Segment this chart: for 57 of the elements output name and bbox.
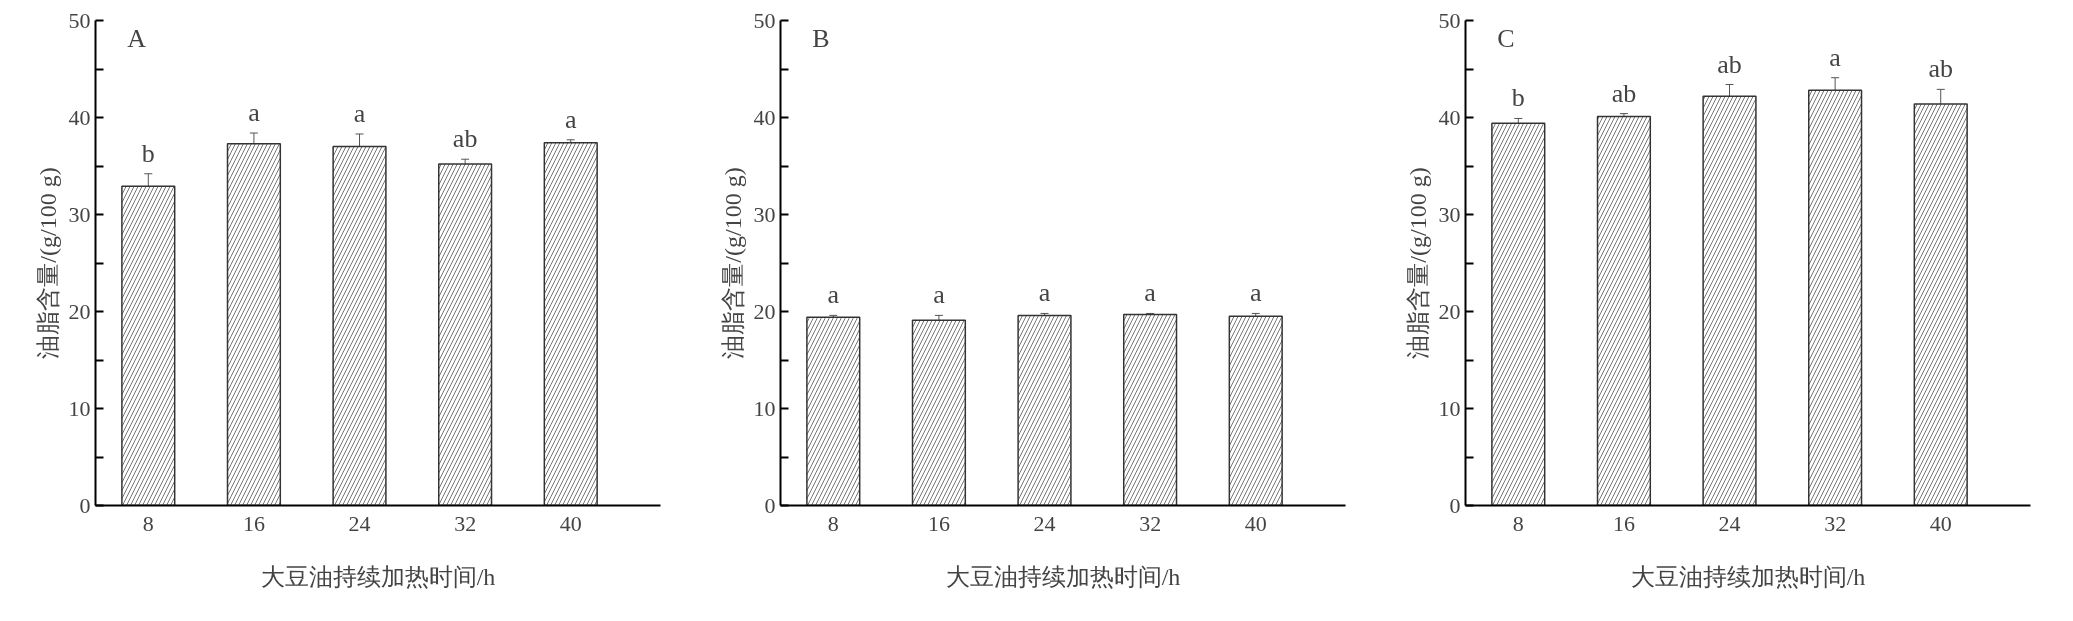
x-tick-label: 40 — [1244, 510, 1267, 536]
annotation: b — [141, 138, 155, 168]
annotation: a — [1144, 278, 1157, 308]
y-tick-label: 50 — [1438, 7, 1461, 33]
x-tick-label: 8 — [827, 510, 839, 536]
annotation: ab — [452, 124, 478, 154]
annotation: ab — [1611, 78, 1637, 108]
chart-title: C — [1497, 23, 1515, 53]
x-tick-label: 16 — [242, 510, 265, 536]
x-tick-label: 40 — [559, 510, 582, 536]
y-tick-label: 40 — [753, 104, 776, 130]
y-axis-title: 油脂含量/(g/100 g) — [719, 167, 746, 359]
y-tick-label: 10 — [1438, 395, 1461, 421]
x-tick-label: 40 — [1929, 510, 1952, 536]
annotation: a — [353, 98, 366, 128]
y-tick-label: 50 — [753, 7, 776, 33]
x-tick-label: 16 — [1612, 510, 1635, 536]
annotation: a — [564, 104, 577, 134]
annotation: a — [933, 280, 946, 310]
x-tick-label: 24 — [1718, 510, 1741, 536]
chart-title: B — [812, 23, 830, 53]
y-axis-title: 油脂含量/(g/100 g) — [1404, 167, 1431, 359]
x-tick-label: 32 — [1139, 510, 1162, 536]
y-tick-label: 30 — [1438, 201, 1461, 227]
y-tick-label: 40 — [68, 104, 91, 130]
annotation: b — [1511, 83, 1525, 113]
y-tick-label: 10 — [68, 395, 91, 421]
annotation: a — [1249, 278, 1262, 308]
y-tick-label: 10 — [753, 395, 776, 421]
x-tick-label: 24 — [348, 510, 371, 536]
x-tick-label: 8 — [1512, 510, 1524, 536]
x-tick-label: 8 — [142, 510, 154, 536]
y-tick-label: 30 — [753, 201, 776, 227]
y-tick-label: 50 — [68, 7, 91, 33]
x-tick-label: 32 — [1824, 510, 1847, 536]
annotation: ab — [1717, 49, 1742, 79]
y-tick-label: 0 — [764, 492, 776, 518]
y-axis-title: 油脂含量/(g/100 g) — [34, 167, 61, 359]
x-tick-label: 16 — [927, 510, 950, 536]
annotation: ab — [1928, 54, 1954, 84]
annotation: a — [1038, 278, 1051, 308]
x-axis-title: 大豆油持续加热时间/h — [945, 563, 1181, 590]
x-tick-label: 32 — [454, 510, 477, 536]
y-tick-label: 40 — [1438, 104, 1461, 130]
annotation: a — [248, 98, 261, 128]
annotation: a — [827, 280, 840, 310]
x-axis-title: 大豆油持续加热时间/h — [260, 563, 496, 590]
annotation: a — [1829, 42, 1842, 72]
y-tick-label: 20 — [68, 298, 91, 324]
y-tick-label: 0 — [79, 492, 91, 518]
chart-title: A — [127, 23, 147, 53]
y-tick-label: 0 — [1449, 492, 1461, 518]
y-tick-label: 20 — [1438, 298, 1461, 324]
y-tick-label: 30 — [68, 201, 91, 227]
y-tick-label: 20 — [753, 298, 776, 324]
x-tick-label: 24 — [1033, 510, 1056, 536]
x-axis-title: 大豆油持续加热时间/h — [1630, 563, 1866, 590]
